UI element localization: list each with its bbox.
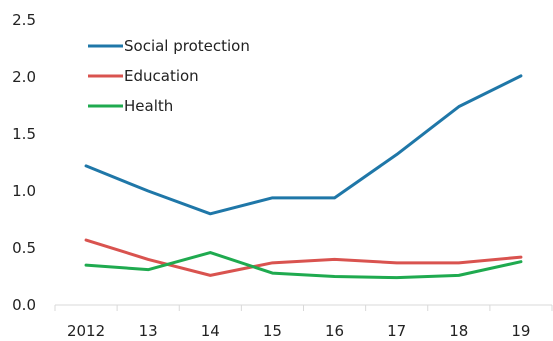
x-tick-label: 16 xyxy=(325,322,344,340)
legend-label: Social protection xyxy=(124,37,250,55)
y-tick-label: 0.5 xyxy=(12,239,36,257)
y-tick-label: 2.5 xyxy=(12,11,36,29)
x-tick-label: 13 xyxy=(139,322,158,340)
legend-label: Health xyxy=(124,97,173,115)
series-education xyxy=(84,238,523,277)
x-tick-label: 19 xyxy=(511,322,530,340)
legend: Social protection Education Health xyxy=(88,37,250,115)
x-tick-label: 18 xyxy=(449,322,468,340)
y-tick-label: 1.0 xyxy=(12,182,36,200)
series-line xyxy=(84,238,523,277)
series-line xyxy=(84,74,523,216)
series-line xyxy=(84,251,523,280)
series-social-protection xyxy=(84,74,523,216)
x-tick-label: 2012 xyxy=(67,322,105,340)
x-tick-label: 17 xyxy=(387,322,406,340)
x-axis-ticks: 2012 13 14 15 16 17 18 19 xyxy=(54,305,553,340)
series-lines xyxy=(84,74,523,280)
y-tick-label: 0.0 xyxy=(12,296,36,314)
y-tick-label: 2.0 xyxy=(12,68,36,86)
x-tick-label: 15 xyxy=(263,322,282,340)
x-tick-label: 14 xyxy=(201,322,220,340)
series-health xyxy=(84,251,523,280)
legend-label: Education xyxy=(124,67,199,85)
y-tick-label: 1.5 xyxy=(12,125,36,143)
y-axis-ticks: 0.0 0.5 1.0 1.5 2.0 2.5 xyxy=(12,11,36,314)
